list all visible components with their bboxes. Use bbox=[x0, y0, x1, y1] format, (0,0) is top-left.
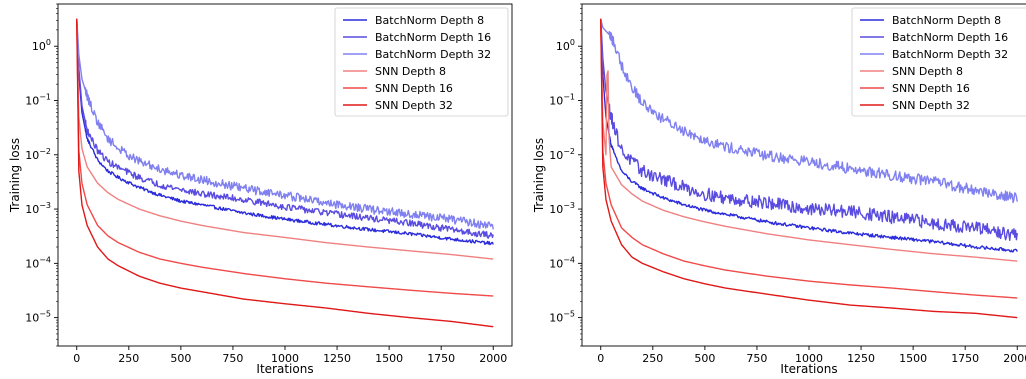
y-tick-label: 10−4 bbox=[549, 255, 575, 270]
y-tick-exponent: −4 bbox=[563, 255, 575, 264]
series-line-batchnorm-depth-32 bbox=[600, 18, 1018, 204]
x-tick-label: 1000 bbox=[795, 352, 823, 365]
x-tick-label: 1500 bbox=[899, 352, 927, 365]
y-tick-exponent: −3 bbox=[563, 201, 575, 210]
legend-label: SNN Depth 8 bbox=[892, 65, 963, 78]
y-tick-base: 10 bbox=[549, 312, 563, 325]
plot-area bbox=[76, 18, 494, 328]
x-tick-label: 1000 bbox=[271, 352, 299, 365]
x-tick-label: 1250 bbox=[323, 352, 351, 365]
y-tick-label: 100 bbox=[556, 38, 575, 53]
y-tick-exponent: −4 bbox=[39, 255, 51, 264]
y-tick-base: 10 bbox=[549, 149, 563, 162]
legend-box bbox=[334, 7, 509, 117]
x-tick-label: 2000 bbox=[1003, 352, 1026, 365]
x-tick-label: 0 bbox=[597, 352, 604, 365]
y-tick-exponent: −5 bbox=[39, 310, 51, 319]
series-line-batchnorm-depth-16 bbox=[76, 18, 494, 239]
x-tick-label: 2000 bbox=[479, 352, 507, 365]
legend-label: SNN Depth 32 bbox=[375, 99, 453, 112]
series-line-snn-depth-8 bbox=[600, 18, 1018, 262]
series-line-batchnorm-depth-8 bbox=[600, 18, 1018, 253]
y-tick-label: 10−1 bbox=[25, 93, 51, 108]
x-axis-label: Iterations bbox=[256, 362, 313, 376]
x-tick-label: 750 bbox=[222, 352, 243, 365]
series-line-snn-depth-32 bbox=[600, 18, 1018, 319]
y-tick-exponent: −1 bbox=[563, 93, 575, 102]
y-tick-label: 100 bbox=[32, 38, 51, 53]
y-tick-exponent: −5 bbox=[563, 310, 575, 319]
y-tick-base: 10 bbox=[25, 312, 39, 325]
y-tick-label: 10−4 bbox=[25, 255, 51, 270]
x-tick-label: 500 bbox=[694, 352, 715, 365]
y-tick-exponent: 0 bbox=[570, 38, 575, 47]
series-line-snn-depth-8 bbox=[76, 18, 494, 260]
y-tick-label: 10−1 bbox=[549, 93, 575, 108]
y-tick-label: 10−3 bbox=[25, 201, 51, 216]
series-line-batchnorm-depth-16 bbox=[600, 18, 1018, 241]
y-axis-label: Training loss bbox=[532, 138, 546, 213]
y-tick-exponent: −2 bbox=[563, 147, 575, 156]
legend-label: SNN Depth 8 bbox=[375, 65, 446, 78]
y-tick-exponent: −1 bbox=[39, 93, 51, 102]
legend-label: BatchNorm Depth 8 bbox=[892, 14, 1001, 27]
legend-box bbox=[851, 7, 1026, 117]
legend-label: BatchNorm Depth 16 bbox=[892, 31, 1008, 44]
legend-label: SNN Depth 32 bbox=[892, 99, 970, 112]
y-tick-exponent: −3 bbox=[39, 201, 51, 210]
y-axis-label: Training loss bbox=[8, 138, 22, 213]
legend-label: BatchNorm Depth 32 bbox=[375, 48, 491, 61]
plot-area bbox=[600, 18, 1018, 319]
y-tick-label: 10−3 bbox=[549, 201, 575, 216]
y-tick-label: 10−5 bbox=[549, 310, 575, 325]
y-tick-label: 10−2 bbox=[25, 147, 51, 162]
x-tick-label: 1500 bbox=[375, 352, 403, 365]
x-tick-label: 250 bbox=[642, 352, 663, 365]
y-tick-base: 10 bbox=[549, 95, 563, 108]
legend-label: BatchNorm Depth 8 bbox=[375, 14, 484, 27]
legend-label: SNN Depth 16 bbox=[375, 82, 453, 95]
x-tick-label: 250 bbox=[118, 352, 139, 365]
y-tick-base: 10 bbox=[25, 95, 39, 108]
x-tick-label: 1750 bbox=[951, 352, 979, 365]
y-tick-exponent: 0 bbox=[46, 38, 51, 47]
y-tick-label: 10−5 bbox=[25, 310, 51, 325]
x-axis-label: Iterations bbox=[780, 362, 837, 376]
y-tick-base: 10 bbox=[549, 257, 563, 270]
y-tick-base: 10 bbox=[25, 149, 39, 162]
y-tick-base: 10 bbox=[556, 40, 570, 53]
x-tick-label: 750 bbox=[746, 352, 767, 365]
x-tick-label: 1750 bbox=[427, 352, 455, 365]
series-line-batchnorm-depth-32 bbox=[76, 18, 494, 230]
chart-right: 02505007501000125015001750200010010−110−… bbox=[532, 3, 1026, 376]
series-line-snn-depth-16 bbox=[600, 18, 1018, 299]
y-tick-label: 10−2 bbox=[549, 147, 575, 162]
series-line-batchnorm-depth-8 bbox=[76, 18, 494, 246]
legend-label: BatchNorm Depth 32 bbox=[892, 48, 1008, 61]
y-tick-base: 10 bbox=[25, 257, 39, 270]
y-tick-base: 10 bbox=[549, 203, 563, 216]
series-line-snn-depth-32 bbox=[76, 18, 494, 328]
legend-label: SNN Depth 16 bbox=[892, 82, 970, 95]
x-tick-label: 0 bbox=[73, 352, 80, 365]
legend-label: BatchNorm Depth 16 bbox=[375, 31, 491, 44]
series-line-snn-depth-16 bbox=[76, 18, 494, 297]
y-tick-base: 10 bbox=[32, 40, 46, 53]
y-tick-exponent: −2 bbox=[39, 147, 51, 156]
y-tick-base: 10 bbox=[25, 203, 39, 216]
chart-left: 0 250 500 750 1000 1250 1500 1750 200010010−110−… bbox=[8, 3, 513, 376]
x-tick-label: 1250 bbox=[847, 352, 875, 365]
x-tick-label: 500 bbox=[170, 352, 191, 365]
